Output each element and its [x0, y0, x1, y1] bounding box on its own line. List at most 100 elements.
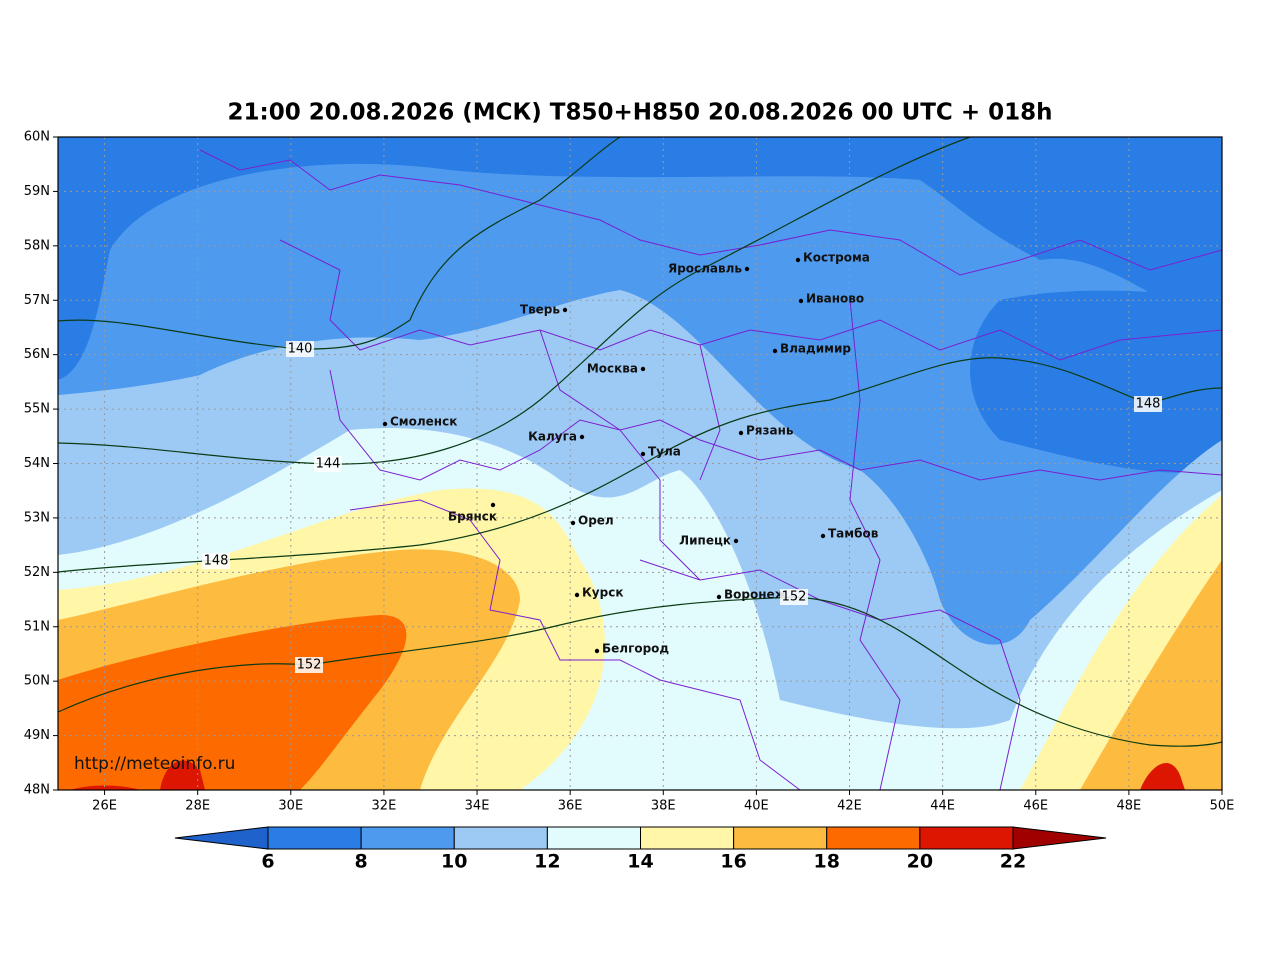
- colorbar-extend-high: [1012, 826, 1107, 850]
- colorbar-tick-label: 6: [261, 851, 274, 873]
- colorbar-tick-label: 20: [907, 851, 933, 873]
- map-frame: [57, 136, 1223, 791]
- city-dot: [820, 533, 826, 539]
- contours: [57, 136, 1223, 747]
- colorbar-bin: [826, 826, 921, 850]
- city-dot: [640, 366, 646, 372]
- y-tick-label: 58N: [24, 238, 50, 253]
- city-dot: [574, 592, 580, 598]
- y-tick-label: 59N: [24, 184, 50, 199]
- colorbar-tick-label: 14: [627, 851, 653, 873]
- border: [199, 149, 1223, 276]
- x-tick-label: 46E: [1023, 799, 1048, 814]
- colorbar-bin: [919, 826, 1014, 850]
- city-label: Смоленск: [390, 415, 457, 429]
- y-tick-label: 54N: [24, 456, 50, 471]
- city-label: Кострома: [803, 251, 870, 265]
- contour-label: 144: [316, 457, 341, 472]
- contour: [57, 136, 971, 465]
- contour-label: 148: [204, 554, 229, 569]
- colorbar-bin: [640, 826, 735, 850]
- border: [329, 369, 1223, 481]
- contour-label: 148: [1136, 397, 1161, 412]
- temperature-zone: [70, 785, 140, 790]
- city-label: Тула: [648, 445, 681, 459]
- labels: Кострома Ярославль Иваново Тверь Москва Влади…: [74, 251, 1162, 774]
- city-dot: [798, 298, 804, 304]
- city-dot: [594, 648, 600, 654]
- city-label: Калуга: [528, 430, 577, 444]
- city-label: Воронеж: [724, 588, 787, 602]
- colorbar-bin: [733, 826, 828, 850]
- city-dot: [795, 257, 801, 263]
- colorbar-tick-label: 12: [534, 851, 560, 873]
- y-tick-label: 60N: [24, 130, 50, 145]
- title: 21:00 20.08.2026 (МСК) T850+H850 20.08.2…: [227, 100, 1052, 126]
- x-tick-label: 40E: [744, 799, 769, 814]
- x-tick-label: 30E: [278, 799, 303, 814]
- border: [349, 499, 801, 791]
- x-tick-label: 48E: [1116, 799, 1141, 814]
- city-label: Тамбов: [828, 527, 879, 541]
- city-dot: [772, 348, 778, 354]
- contour-label: 152: [297, 658, 322, 673]
- x-tick-label: 34E: [465, 799, 490, 814]
- contour-label-bg: [202, 553, 230, 569]
- x-tick-label: 44E: [930, 799, 955, 814]
- colorbar-tick-label: 22: [1000, 851, 1026, 873]
- border: [539, 299, 901, 791]
- x-tick-label: 36E: [558, 799, 583, 814]
- temperature-zone: [58, 137, 1222, 380]
- city-label: Ярославль: [668, 262, 742, 276]
- contour-label-bg: [1134, 396, 1162, 412]
- city-label: Орел: [578, 514, 614, 528]
- y-tick-label: 49N: [24, 728, 50, 743]
- contour: [57, 596, 1223, 747]
- city-label: Липецк: [679, 534, 731, 548]
- city-label: Белгород: [602, 642, 669, 656]
- colorbar-tick-label: 16: [720, 851, 746, 873]
- city-dot: [640, 451, 646, 457]
- contour-label-bg: [295, 657, 323, 673]
- y-tick-label: 50N: [24, 674, 50, 689]
- y-tick-label: 57N: [24, 293, 50, 308]
- city-dot: [562, 307, 568, 313]
- x-tick-label: 42E: [837, 799, 862, 814]
- y-tick-label: 52N: [24, 565, 50, 580]
- city-dot: [382, 421, 388, 427]
- contour: [57, 136, 621, 350]
- city-dot: [738, 430, 744, 436]
- x-tick-label: 32E: [372, 799, 397, 814]
- colorbar-bin: [546, 826, 641, 850]
- contour-label-bg: [314, 456, 342, 472]
- city-dot: [744, 266, 750, 272]
- colorbar-tick-label: 18: [814, 851, 840, 873]
- contour: [57, 357, 1223, 573]
- y-tick-label: 56N: [24, 347, 50, 362]
- y-tick-label: 55N: [24, 402, 50, 417]
- y-tick-label: 51N: [24, 619, 50, 634]
- city-label: Рязань: [746, 424, 794, 438]
- temperature-zone: [1080, 560, 1222, 790]
- x-tick-label: 38E: [651, 799, 676, 814]
- colorbar-bin: [453, 826, 548, 850]
- contour-label: 152: [782, 590, 807, 605]
- temperature-zone: [1140, 763, 1185, 790]
- city-label: Курск: [582, 586, 623, 600]
- contour-label-bg: [780, 589, 808, 605]
- temperature-zone: [970, 290, 1222, 473]
- y-tick-label: 48N: [24, 783, 50, 798]
- x-tick-label: 26E: [92, 799, 117, 814]
- colorbar: 6 8 10 12 14 16 18 20 22: [174, 826, 1107, 873]
- city-label: Москва: [587, 362, 638, 376]
- city-dot: [570, 520, 576, 526]
- city-dot: [733, 538, 739, 544]
- y-tick-label: 53N: [24, 510, 50, 525]
- colorbar-bin: [267, 826, 362, 850]
- colorbar-tick-label: 8: [355, 851, 368, 873]
- contour-label-bg: [286, 341, 314, 357]
- city-dot: [490, 502, 496, 508]
- city-label: Брянск: [448, 510, 497, 524]
- city-label: Владимир: [780, 342, 851, 356]
